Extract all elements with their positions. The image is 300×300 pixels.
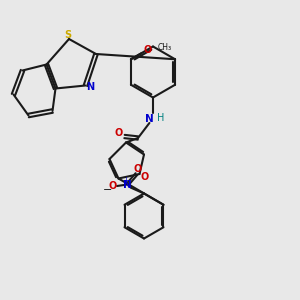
Text: O: O (108, 181, 117, 191)
Text: N: N (145, 113, 154, 124)
Text: N: N (123, 179, 132, 190)
Text: O: O (141, 172, 149, 182)
Text: O: O (115, 128, 123, 138)
Text: N: N (86, 82, 94, 92)
Text: H: H (158, 112, 165, 123)
Text: O: O (134, 164, 142, 175)
Text: O: O (143, 45, 152, 55)
Text: +: + (123, 176, 129, 185)
Text: CH₃: CH₃ (158, 43, 172, 52)
Text: S: S (64, 29, 71, 40)
Text: −: − (102, 184, 112, 195)
